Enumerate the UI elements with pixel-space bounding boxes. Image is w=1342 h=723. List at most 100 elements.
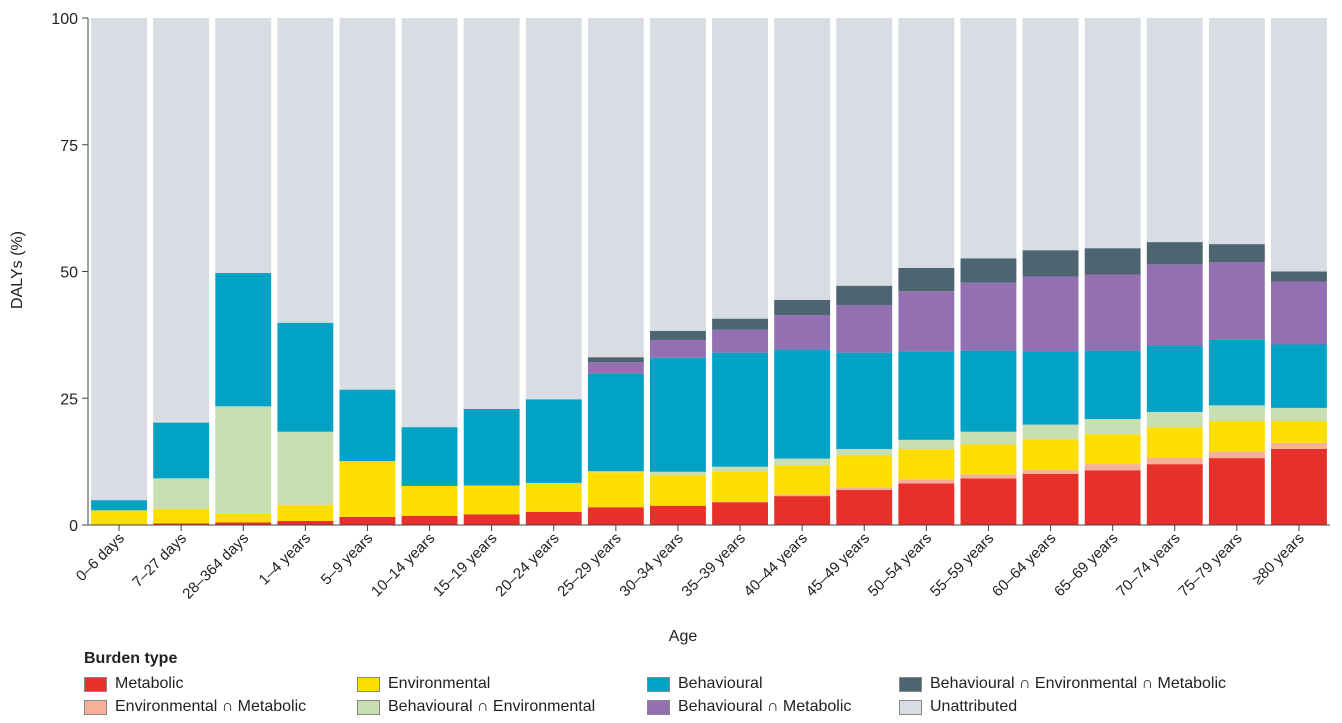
bar-segment-1-11 [712, 502, 768, 525]
bar-segment-8-12 [774, 18, 831, 300]
bar-segment-2-16 [1022, 469, 1079, 474]
bar-segment-6-15 [960, 282, 1017, 351]
bar-segment-1-15 [960, 478, 1017, 525]
bar-segment-7-15 [960, 258, 1017, 283]
bar-segment-3-7 [463, 485, 520, 515]
bar-segment-4-17 [1084, 419, 1141, 435]
legend-label: Unattributed [930, 698, 1018, 715]
bar-segment-2-14 [898, 479, 955, 484]
bar-segment-3-5 [339, 461, 396, 517]
bar-segment-5-12 [774, 349, 831, 459]
bar-segment-8-8 [525, 18, 582, 400]
bar-segment-8-15 [960, 18, 1017, 259]
bar-segment-8-2 [153, 18, 210, 423]
x-tick-label: 45–49 years [803, 530, 873, 600]
x-tick-label: 20–24 years [492, 530, 562, 600]
bar-segment-2-19 [1208, 451, 1265, 459]
bar-segment-6-14 [898, 291, 955, 352]
bar-segment-5-5 [339, 389, 396, 462]
bar-segment-4-10 [650, 471, 706, 476]
legend-label: Metabolic [115, 675, 184, 692]
bar-segment-5-14 [898, 351, 955, 440]
x-tick-label: 35–39 years [678, 530, 748, 600]
bar-segment-5-2 [153, 422, 210, 479]
bar-segment-3-15 [960, 444, 1017, 475]
bar-segment-7-9 [587, 357, 644, 363]
legend-swatch [357, 699, 380, 715]
bar-segment-6-9 [587, 362, 644, 374]
bar-segment-4-4 [277, 431, 334, 505]
legend-swatch [84, 699, 107, 715]
x-tick-label: 1–4 years [256, 530, 315, 589]
bar-segment-7-16 [1022, 250, 1079, 277]
legend-label: Behavioural ∩ Environmental ∩ Metabolic [930, 675, 1227, 692]
legend-swatch [647, 676, 670, 692]
bar-segment-3-8 [525, 482, 582, 512]
bar-segment-5-16 [1022, 351, 1079, 425]
x-tick-label: 5–9 years [318, 530, 377, 589]
bar-segment-8-5 [339, 18, 396, 390]
x-tick-label: 60–64 years [989, 530, 1059, 600]
bar-segment-2-13 [836, 487, 893, 491]
legend-swatch [647, 699, 670, 715]
bar-segment-4-12 [774, 458, 831, 466]
bar-segment-1-9 [587, 507, 644, 525]
bar-segment-8-10 [650, 18, 706, 331]
bar-segment-5-8 [525, 399, 582, 483]
bar-segment-2-12 [774, 494, 831, 497]
bar-segment-5-15 [960, 350, 1017, 432]
legend-swatch [899, 699, 922, 715]
x-tick-label: 55–59 years [927, 530, 997, 600]
bar-segment-1-3 [215, 522, 272, 525]
bar-segment-1-14 [898, 483, 955, 525]
bar-segment-7-10 [650, 330, 706, 340]
bar-segment-4-11 [712, 466, 768, 472]
bar-segment-1-2 [153, 523, 210, 525]
bar-segment-4-18 [1146, 411, 1203, 428]
bar-segment-3-18 [1146, 427, 1203, 458]
bar-segment-6-13 [836, 304, 893, 353]
bar-segment-5-13 [836, 352, 893, 449]
bar-segment-3-17 [1084, 434, 1141, 465]
x-tick-label: 0–6 days [73, 530, 128, 585]
legend-label: Behavioural ∩ Metabolic [678, 698, 852, 715]
bar-segment-1-19 [1208, 458, 1265, 525]
y-tick-label: 50 [60, 265, 78, 282]
bar-segment-3-2 [153, 508, 210, 524]
bar-segment-1-16 [1022, 473, 1079, 525]
bar-segment-7-14 [898, 267, 955, 292]
bar-segment-5-4 [277, 322, 334, 432]
y-axis-label: DALYs (%) [9, 231, 26, 309]
legend-item: Environmental [357, 674, 490, 694]
bar-segment-5-1 [91, 500, 147, 511]
legend-label: Behavioural ∩ Environmental [388, 698, 596, 715]
bar-segment-7-20 [1271, 271, 1327, 282]
bar-segment-8-17 [1084, 18, 1141, 249]
bar-segment-3-4 [277, 504, 334, 521]
bar-segment-1-10 [650, 505, 706, 525]
bar-segment-3-6 [401, 485, 458, 516]
x-tick-label: 25–29 years [554, 530, 624, 600]
bars-group [91, 18, 1327, 525]
bar-segment-5-10 [650, 357, 706, 472]
bar-segment-7-11 [712, 318, 768, 330]
bar-segment-8-13 [836, 18, 893, 286]
bar-segment-1-20 [1271, 448, 1327, 525]
bar-segment-3-12 [774, 465, 831, 495]
bar-segment-8-1 [91, 18, 147, 501]
bar-segment-8-7 [463, 18, 520, 409]
bar-segment-8-11 [712, 18, 768, 319]
legend-item: Behavioural ∩ Environmental [357, 697, 595, 717]
bar-segment-8-20 [1271, 18, 1327, 272]
bar-segment-5-19 [1208, 339, 1265, 406]
legend-label: Environmental [388, 675, 491, 692]
bar-segment-8-19 [1208, 18, 1265, 245]
bar-segment-6-10 [650, 339, 706, 358]
x-tick-label: 40–44 years [741, 530, 811, 600]
bar-segment-5-11 [712, 352, 768, 467]
y-tick-label: 100 [51, 11, 78, 28]
bar-segment-1-18 [1146, 464, 1203, 525]
bar-segment-3-13 [836, 456, 893, 488]
x-tick-label: 50–54 years [865, 530, 935, 600]
